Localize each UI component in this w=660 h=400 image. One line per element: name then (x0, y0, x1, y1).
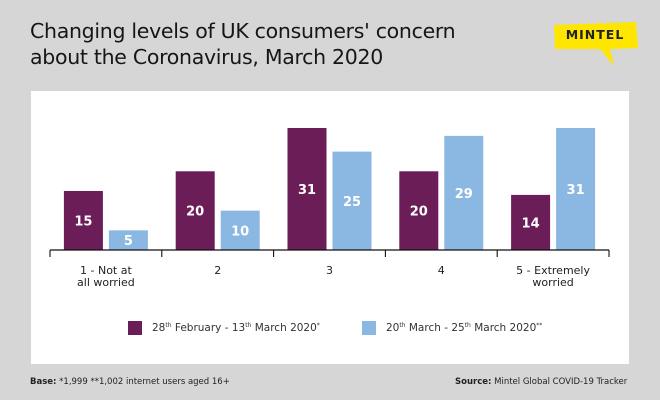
data-label-2-cat-1: 5 (124, 234, 133, 249)
bar-2-cat-2 (220, 210, 260, 250)
data-label-2-cat-4: 29 (455, 187, 473, 202)
bar-1-cat-1 (63, 190, 103, 250)
x-tick-label-3: 3 (326, 264, 333, 277)
x-tick-label-5: worried (532, 276, 573, 289)
legend-item-series-1: 28th February - 13th March 2020* (128, 320, 320, 336)
bar-2-cat-1 (108, 230, 148, 250)
x-tick-label-1: all worried (77, 276, 135, 289)
legend-swatch-series-2 (362, 321, 376, 335)
data-label-1-cat-2: 20 (186, 205, 204, 220)
data-label-1-cat-3: 31 (298, 183, 316, 198)
legend-label-series-2: 20th March - 25th March 2020** (386, 322, 543, 334)
x-tick-label-1: 1 - Not at (80, 264, 132, 277)
legend-swatch-series-1 (128, 321, 142, 335)
legend: 28th February - 13th March 2020* 20th Ma… (0, 320, 660, 336)
data-label-2-cat-2: 10 (231, 224, 249, 239)
legend-item-series-2: 20th March - 25th March 2020** (362, 320, 542, 336)
base-note: Base: *1,999 **1,002 internet users aged… (30, 377, 230, 387)
bar-2-cat-5 (556, 128, 596, 250)
legend-label-series-1: 28th February - 13th March 2020* (152, 322, 320, 334)
bar-1-cat-3 (287, 128, 327, 250)
data-label-1-cat-1: 15 (74, 214, 92, 229)
bar-1-cat-2 (175, 171, 215, 250)
bar-2-cat-4 (444, 135, 484, 250)
data-label-2-cat-3: 25 (343, 195, 361, 210)
logo-speech-bubble-icon (554, 22, 638, 66)
x-tick-label-2: 2 (214, 264, 221, 277)
chart-title: Changing levels of UK consumers' concern… (30, 18, 530, 70)
logo-text: MINTEL (565, 27, 625, 42)
x-tick-label-5: 5 - Extremely (516, 264, 590, 277)
data-label-1-cat-5: 14 (522, 216, 540, 231)
x-tick-label-4: 4 (438, 264, 445, 277)
mintel-logo: MINTEL (552, 22, 642, 70)
source-note: Source: Mintel Global COVID-19 Tracker (455, 377, 628, 387)
chart-title-line-2: about the Coronavirus, March 2020 (30, 45, 383, 69)
bar-1-cat-4 (399, 171, 439, 250)
data-label-1-cat-4: 20 (410, 205, 428, 220)
chart-title-line-1: Changing levels of UK consumers' concern (30, 19, 456, 43)
bar-2-cat-3 (332, 151, 372, 250)
data-label-2-cat-5: 31 (567, 183, 585, 198)
bar-1-cat-5 (511, 194, 551, 250)
